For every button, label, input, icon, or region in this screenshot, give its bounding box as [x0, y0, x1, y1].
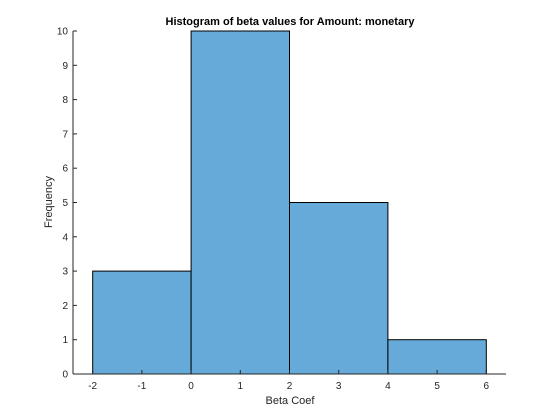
- histogram-bar: [387, 339, 487, 375]
- y-tick-label: 9: [62, 61, 68, 72]
- x-tick-label: 0: [188, 381, 194, 392]
- x-tick-label: 5: [434, 381, 440, 392]
- y-tick-label: 4: [62, 232, 68, 243]
- y-tick-label: 1: [62, 335, 68, 346]
- x-axis-title: Beta Coef: [266, 395, 316, 407]
- x-tick-label: -1: [137, 381, 146, 392]
- y-tick-label: 5: [62, 198, 68, 209]
- y-axis-title: Frequency: [43, 176, 55, 228]
- histogram-bar: [92, 270, 192, 375]
- y-tick-label: 6: [62, 164, 68, 175]
- y-tick-label: 8: [62, 95, 68, 106]
- y-tick-label: 10: [57, 27, 69, 38]
- histogram-bar: [190, 30, 290, 375]
- y-tick-label: 3: [62, 267, 68, 278]
- x-tick-label: 1: [238, 381, 244, 392]
- y-tick-label: 7: [62, 129, 68, 140]
- plot-area: -2 -1 0 1 2 3 4 5 6 0 1 2 3 4 5 6 7 8 9 10: [57, 27, 506, 392]
- x-tick-label: 4: [385, 381, 391, 392]
- x-tick-label: -2: [88, 381, 97, 392]
- y-tick-label: 2: [62, 301, 68, 312]
- x-tick-label: 2: [287, 381, 293, 392]
- x-tick-label: 6: [484, 381, 490, 392]
- chart-title: Histogram of beta values for Amount: mon…: [166, 16, 416, 28]
- x-tick-label: 3: [336, 381, 342, 392]
- y-tick-label: 0: [62, 370, 68, 381]
- histogram-bar: [289, 202, 389, 375]
